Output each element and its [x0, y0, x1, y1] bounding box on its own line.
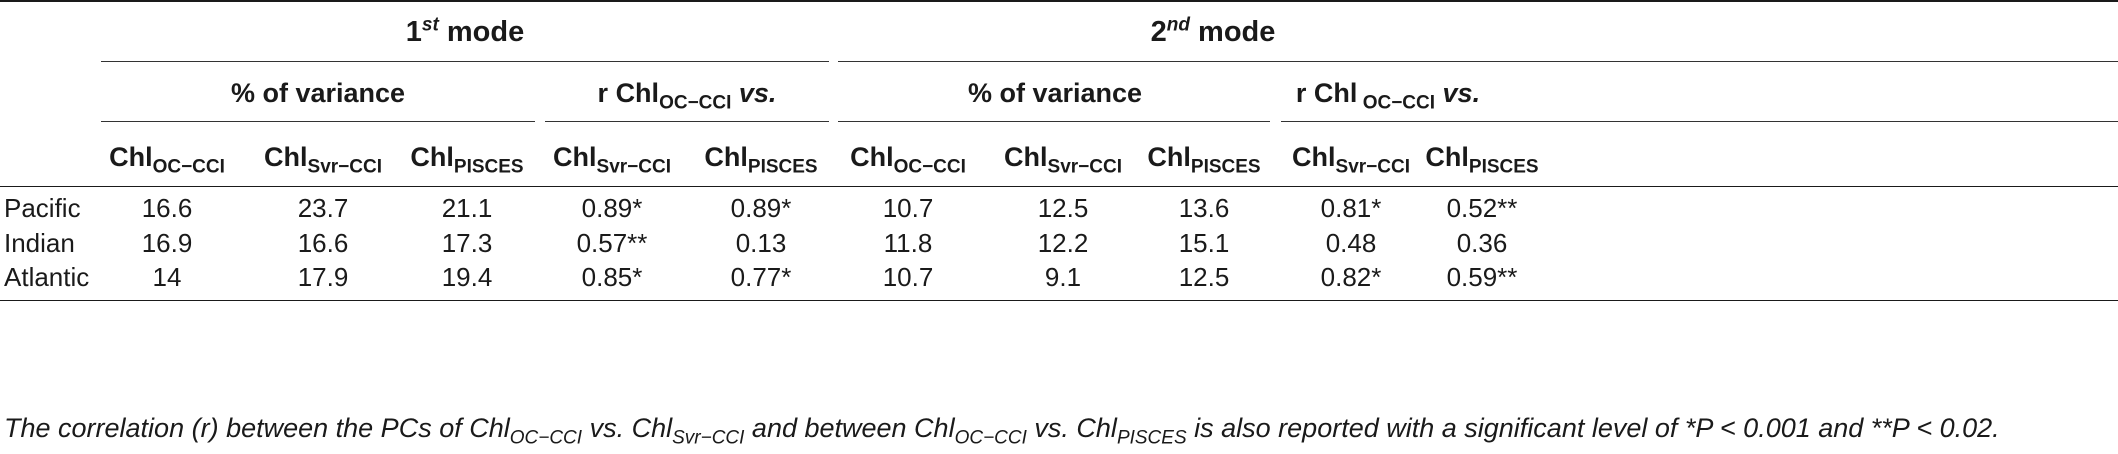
mode-1-suffix: st — [421, 14, 439, 36]
col-header-3: ChlPISCES — [410, 142, 524, 178]
cell: 0.89* — [730, 193, 792, 223]
m1-r-header: r ChlOC−CCI vs. — [597, 78, 777, 112]
col-header-4: ChlSvr−CCI — [553, 142, 671, 178]
m2-r-header: r Chl OC−CCI vs. — [1295, 78, 1481, 112]
table-bottom-rule — [0, 300, 2118, 301]
m2-r-prefix: r Chl — [1295, 78, 1358, 108]
col-header-5: ChlPISCES — [704, 142, 818, 178]
table-caption: The correlation (r) between the PCs of C… — [4, 413, 2000, 449]
cell: 0.85* — [581, 262, 643, 292]
col-header-10: ChlPISCES — [1425, 142, 1539, 178]
row-label: Pacific — [4, 193, 81, 223]
mode-2-header: 2nd mode — [1150, 14, 1276, 49]
mode-1-header: 1st mode — [405, 14, 525, 49]
cell: 0.77* — [730, 262, 792, 292]
m1-r-underline — [545, 121, 829, 122]
mode-1-number: 1 — [405, 16, 422, 48]
m1-r-subscript: OC−CCI — [659, 92, 732, 114]
cell: 10.7 — [882, 193, 934, 223]
cell: 0.89* — [581, 193, 643, 223]
row-label: Atlantic — [4, 262, 90, 292]
m1-r-vs: vs. — [731, 78, 777, 108]
cell: 9.1 — [1044, 262, 1082, 292]
col-header-2: ChlSvr−CCI — [264, 142, 382, 178]
cell: 0.52** — [1446, 193, 1518, 223]
m1-variance-header: % of variance — [230, 78, 406, 108]
cell: 19.4 — [441, 262, 493, 292]
header-bottom-rule — [0, 186, 2118, 187]
m2-r-subscript: OC−CCI — [1357, 92, 1436, 114]
cell: 12.2 — [1037, 228, 1089, 258]
m2-r-underline — [1281, 121, 2118, 122]
mode1-underline — [101, 61, 829, 62]
table-top-rule — [0, 0, 2118, 2]
cell: 0.36 — [1456, 228, 1508, 258]
col-header-1: ChlOC−CCI — [109, 142, 225, 178]
cell: 0.81* — [1320, 193, 1382, 223]
mode-2-number: 2 — [1150, 16, 1167, 48]
cell: 0.13 — [735, 228, 787, 258]
m2-r-vs: vs. — [1435, 78, 1481, 108]
col-header-8: ChlPISCES — [1147, 142, 1261, 178]
cell: 17.9 — [297, 262, 349, 292]
mode-2-text: mode — [1189, 16, 1276, 48]
cell: 0.48 — [1325, 228, 1377, 258]
cell: 16.6 — [141, 193, 193, 223]
m1-r-prefix: r Chl — [597, 78, 660, 108]
cell: 14 — [152, 262, 182, 292]
cell: 11.8 — [883, 228, 933, 258]
cell: 12.5 — [1037, 193, 1089, 223]
col-header-7: ChlSvr−CCI — [1004, 142, 1122, 178]
mode-1-text: mode — [438, 16, 525, 48]
cell: 16.9 — [141, 228, 193, 258]
col-header-6: ChlOC−CCI — [850, 142, 966, 178]
cell: 17.3 — [441, 228, 493, 258]
cell: 21.1 — [441, 193, 493, 223]
cell: 0.59** — [1446, 262, 1518, 292]
cell: 13.6 — [1178, 193, 1230, 223]
mode2-underline — [838, 61, 2118, 62]
m2-variance-header: % of variance — [967, 78, 1143, 108]
mode-2-suffix: nd — [1166, 14, 1190, 36]
m1-variance-underline — [101, 121, 535, 122]
cell: 0.57** — [576, 228, 648, 258]
cell: 0.82* — [1320, 262, 1382, 292]
col-header-9: ChlSvr−CCI — [1292, 142, 1410, 178]
cell: 12.5 — [1178, 262, 1230, 292]
cell: 15.1 — [1178, 228, 1230, 258]
cell: 10.7 — [882, 262, 934, 292]
m2-variance-underline — [838, 121, 1270, 122]
cell: 16.6 — [297, 228, 349, 258]
row-label: Indian — [4, 228, 75, 258]
cell: 23.7 — [297, 193, 349, 223]
